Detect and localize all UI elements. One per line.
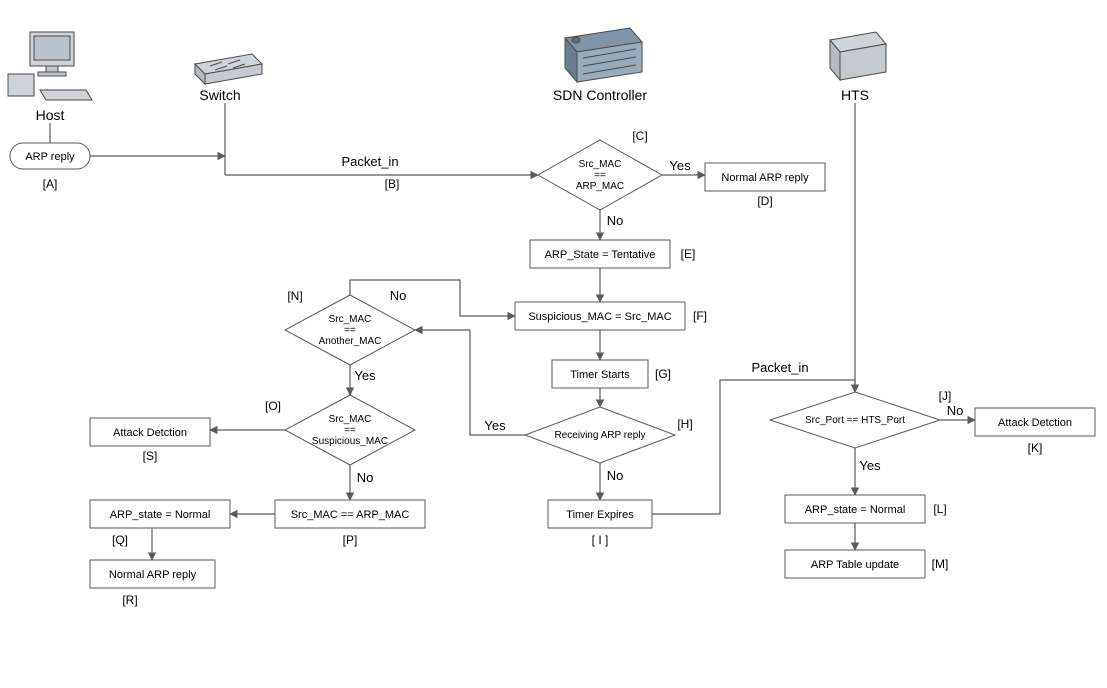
node-G: Timer Starts <box>552 360 648 388</box>
node-L: ARP_state = Normal <box>785 495 925 523</box>
hts-header-label: HTS <box>841 87 869 103</box>
tag-I: [ I ] <box>592 533 609 547</box>
edge-label-no_H: No <box>607 468 624 483</box>
host-icon <box>8 32 92 100</box>
hts-icon <box>830 32 886 80</box>
node-K: Attack Detction <box>975 408 1095 436</box>
node-E: ARP_State = Tentative <box>530 240 670 268</box>
node-P: Src_MAC == ARP_MAC <box>275 500 425 528</box>
tag-S: [S] <box>143 449 158 463</box>
edge-label-yes_J: Yes <box>859 458 881 473</box>
tag-L: [L] <box>933 502 946 516</box>
svg-text:Src_MAC == ARP_MAC: Src_MAC == ARP_MAC <box>291 509 410 521</box>
svg-text:ARP_MAC: ARP_MAC <box>576 181 624 192</box>
tag-N: [N] <box>287 289 302 303</box>
tags-group: [A] [B] [C] [D] [E] [F] [G] [H] [ I ] [N] [O] [S] [P… <box>43 129 1043 607</box>
svg-text:==: == <box>344 325 356 336</box>
svg-text:Receiving ARP reply: Receiving ARP reply <box>555 430 646 441</box>
tag-H: [H] <box>677 417 692 431</box>
svg-text:Normal ARP reply: Normal ARP reply <box>721 172 809 184</box>
edge-label-no_C: No <box>607 213 624 228</box>
server-icon <box>565 28 642 82</box>
svg-text:Attack Detction: Attack Detction <box>113 427 187 439</box>
tag-G: [G] <box>655 367 671 381</box>
node-H: Receiving ARP reply <box>525 407 675 463</box>
tag-Q: [Q] <box>112 533 128 547</box>
node-S: Attack Detction <box>90 418 210 446</box>
node-F: Suspicious_MAC = Src_MAC <box>515 302 685 330</box>
svg-text:Normal ARP reply: Normal ARP reply <box>109 569 197 581</box>
tag-B: [B] <box>385 177 400 191</box>
edge-label-yes_C: Yes <box>669 158 691 173</box>
edge-label-no_O: No <box>357 470 374 485</box>
tag-D: [D] <box>757 194 772 208</box>
tag-O: [O] <box>265 399 281 413</box>
node-I: Timer Expires <box>548 500 652 528</box>
svg-text:ARP_state = Normal: ARP_state = Normal <box>110 509 211 521</box>
tag-K: [K] <box>1028 441 1043 455</box>
host-header-label: Host <box>36 107 65 123</box>
node-O: Src_MAC==Suspicious_MAC <box>285 395 415 465</box>
svg-text:ARP_state = Normal: ARP_state = Normal <box>805 504 906 516</box>
svg-text:Suspicious_MAC: Suspicious_MAC <box>312 436 388 447</box>
edge-label-no_N: No <box>390 288 407 303</box>
edge-label-yes_N: Yes <box>354 368 376 383</box>
nodes-group: ARP replySrc_MAC==ARP_MACNormal ARP repl… <box>10 140 1095 588</box>
svg-text:Timer Starts: Timer Starts <box>570 369 630 381</box>
switch-header-label: Switch <box>199 87 240 103</box>
svg-text:Src_MAC: Src_MAC <box>329 314 372 325</box>
node-A: ARP reply <box>10 143 90 169</box>
node-Q: ARP_state = Normal <box>90 500 230 528</box>
edges-group <box>50 103 975 560</box>
node-M: ARP Table update <box>785 550 925 578</box>
edge-label-packet_in_2: Packet_in <box>751 360 808 375</box>
edge-label-yes_H: Yes <box>484 418 506 433</box>
svg-text:Another_MAC: Another_MAC <box>319 336 382 347</box>
edge-label-no_J: No <box>947 403 964 418</box>
tag-M: [M] <box>932 557 949 571</box>
tag-A: [A] <box>43 177 58 191</box>
svg-text:Src_MAC: Src_MAC <box>329 414 372 425</box>
flowchart-canvas: Host Switch SDN Controller HTS <box>0 0 1107 688</box>
tag-P: [P] <box>343 533 358 547</box>
svg-text:ARP reply: ARP reply <box>25 151 75 163</box>
node-J: Src_Port == HTS_Port <box>770 392 940 448</box>
svg-text:ARP Table update: ARP Table update <box>811 559 899 571</box>
node-C: Src_MAC==ARP_MAC <box>538 140 662 210</box>
svg-text:Src_Port == HTS_Port: Src_Port == HTS_Port <box>805 415 905 426</box>
svg-text:Suspicious_MAC = Src_MAC: Suspicious_MAC = Src_MAC <box>528 311 671 323</box>
tag-F: [F] <box>693 309 707 323</box>
svg-text:==: == <box>594 170 606 181</box>
tag-C: [C] <box>632 129 647 143</box>
node-R: Normal ARP reply <box>90 560 215 588</box>
switch-icon <box>195 54 262 84</box>
svg-text:==: == <box>344 425 356 436</box>
node-N: Src_MAC==Another_MAC <box>285 295 415 365</box>
tag-R: [R] <box>122 593 137 607</box>
tag-J: [J] <box>939 389 952 403</box>
svg-text:Src_MAC: Src_MAC <box>579 159 622 170</box>
tag-E: [E] <box>681 247 696 261</box>
node-D: Normal ARP reply <box>705 163 825 191</box>
svg-text:Attack Detction: Attack Detction <box>998 417 1072 429</box>
svg-text:Timer Expires: Timer Expires <box>566 509 634 521</box>
sdn-header-label: SDN Controller <box>553 87 647 103</box>
svg-text:ARP_State = Tentative: ARP_State = Tentative <box>545 249 656 261</box>
edge-label-packet_in_1: Packet_in <box>341 154 398 169</box>
